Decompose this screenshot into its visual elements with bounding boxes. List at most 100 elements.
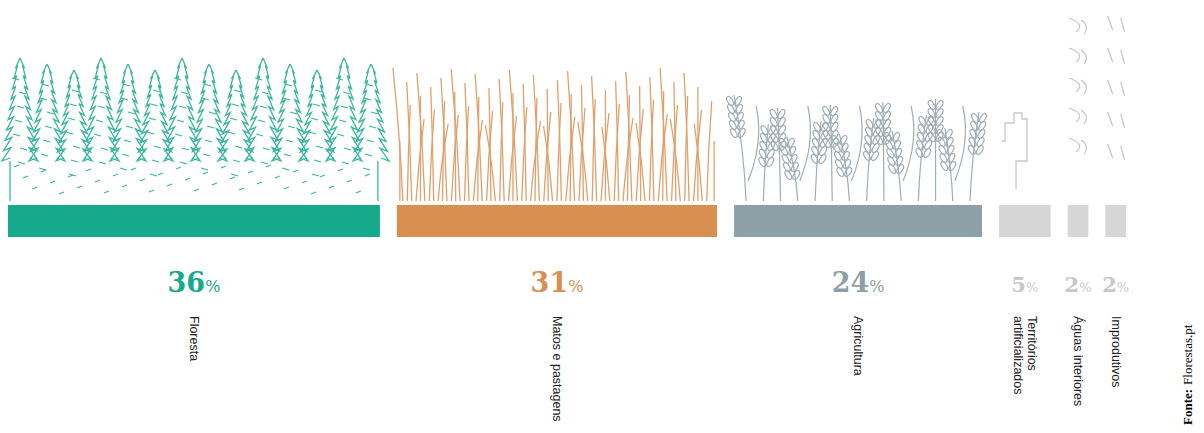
category-label: Floresta <box>187 316 201 361</box>
category-label: Águas interiores <box>1071 316 1086 406</box>
grass-blade <box>451 69 460 201</box>
undergrowth <box>59 192 64 194</box>
grass-blade <box>694 124 702 201</box>
wheat-grain <box>940 160 949 171</box>
category-label-line: Improdutivos <box>1109 316 1123 388</box>
tree-detail <box>149 118 156 120</box>
undergrowth <box>212 183 217 185</box>
undergrowth <box>158 173 163 175</box>
tree-detail <box>12 78 19 80</box>
tree-detail <box>147 132 154 134</box>
undergrowth <box>32 187 37 189</box>
grass-blade <box>616 81 619 201</box>
undergrowth <box>122 185 127 187</box>
undergrowth <box>203 172 208 174</box>
tree-detail <box>151 104 158 106</box>
tree-detail <box>68 118 75 120</box>
bar <box>1068 205 1089 237</box>
grass-blade <box>626 72 632 201</box>
wheat-grain <box>875 134 884 145</box>
water-illustration <box>1069 18 1086 154</box>
grass-blade <box>431 87 434 201</box>
tree-detail <box>336 78 343 80</box>
grass-blade <box>650 77 654 201</box>
data-label-number: 36 <box>168 267 206 298</box>
tree-detail <box>99 162 106 164</box>
tree-detail <box>342 162 349 164</box>
tree <box>110 64 146 161</box>
grass-blade <box>475 74 482 201</box>
forest-edge <box>10 161 378 201</box>
tree-detail <box>73 146 80 148</box>
undergrowth <box>302 181 307 183</box>
undergrowth <box>257 182 262 184</box>
tree-detail <box>311 118 318 120</box>
grass-blade <box>485 125 495 201</box>
grass-blade <box>533 75 539 201</box>
undergrowth <box>320 175 325 177</box>
undergrowth <box>23 176 28 178</box>
tree-detail <box>179 106 186 108</box>
tree-detail <box>128 112 135 114</box>
grass-blade <box>523 84 526 201</box>
undergrowth <box>140 179 145 181</box>
wheat-grain <box>915 147 924 158</box>
category-label: Improdutivos <box>1109 316 1123 388</box>
undergrowth <box>329 186 334 188</box>
grass-blade <box>640 86 641 201</box>
grass-blade <box>592 76 597 201</box>
tree-detail <box>100 92 107 94</box>
category-label-line: Floresta <box>187 316 201 361</box>
category-label-line: Agricultura <box>851 316 865 376</box>
tree-detail <box>207 126 214 128</box>
bar <box>1105 205 1126 237</box>
grass-blade <box>670 119 680 201</box>
bar <box>397 205 717 237</box>
tree-detail <box>363 168 370 170</box>
tree-detail <box>175 134 182 136</box>
wave <box>1069 48 1086 64</box>
undergrowth <box>149 190 154 192</box>
undergrowth <box>176 167 181 169</box>
data-label: 36% <box>168 267 221 298</box>
tree-detail <box>124 140 131 142</box>
tree-detail <box>365 154 372 156</box>
tree-detail <box>177 120 184 122</box>
grass-blade <box>417 73 425 201</box>
undergrowth <box>41 170 46 172</box>
tree-detail <box>120 168 127 170</box>
tree-detail <box>209 112 216 114</box>
grass-blade <box>393 68 403 201</box>
wheat-grain <box>870 150 879 161</box>
wheat-grain <box>967 144 976 155</box>
tree-detail <box>201 168 208 170</box>
wave <box>1069 138 1086 154</box>
stroke-mark <box>1108 112 1125 128</box>
forest-illustration <box>2 58 389 201</box>
tree-detail <box>312 174 319 176</box>
category-label-line: Águas interiores <box>1071 316 1086 406</box>
wave <box>1069 78 1086 94</box>
tree-detail <box>232 104 239 106</box>
tree-detail <box>341 106 348 108</box>
tree-detail <box>17 106 24 108</box>
tree-detail <box>70 104 77 106</box>
tree-detail <box>258 120 265 122</box>
undergrowth <box>185 178 190 180</box>
tree-detail <box>39 168 46 170</box>
tree-detail <box>283 98 290 100</box>
tree <box>164 58 200 161</box>
tree-detail <box>314 160 321 162</box>
tree-detail <box>41 154 48 156</box>
building <box>1002 113 1027 189</box>
tree-detail <box>150 174 157 176</box>
tree-detail <box>93 78 100 80</box>
tree-detail <box>71 160 78 162</box>
grass-edge <box>400 141 714 201</box>
tree-detail <box>40 98 47 100</box>
stroke-mark <box>1108 48 1125 64</box>
tree-detail <box>316 146 323 148</box>
tree-detail <box>101 148 108 150</box>
wheat-grain <box>822 137 831 148</box>
data-label-unit: % <box>568 277 583 296</box>
